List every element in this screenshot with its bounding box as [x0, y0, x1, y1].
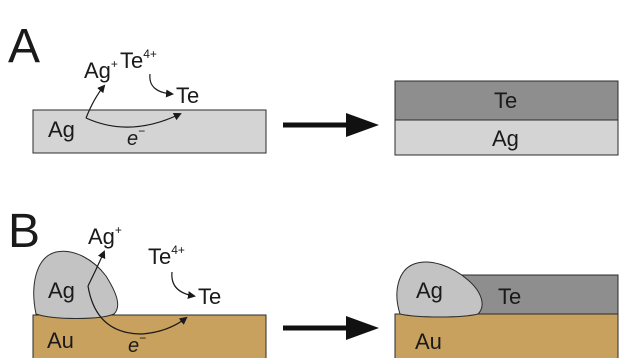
panel-b-te-product: Te	[198, 284, 221, 309]
panel-b-result-particle-label: Ag	[416, 278, 443, 303]
panel-a-reduction-arrow	[149, 73, 174, 98]
panel-b-electron: e−	[128, 331, 146, 357]
panel-b-letter: B	[8, 205, 40, 258]
panel-b-electron-arrow	[87, 285, 188, 335]
panel-a-te-layer-label: Te	[494, 88, 517, 113]
panel-a-substrate-label: Ag	[48, 117, 75, 142]
panel-b-au-substrate	[32, 314, 267, 358]
panel-b-oxidation-arrow	[87, 250, 106, 287]
panel-b-ag-particle	[33, 250, 119, 319]
panel-a-ag-layer	[394, 119, 619, 156]
panel-a-ag-substrate	[32, 109, 267, 154]
panel-a-ag-ion: Ag+	[84, 57, 118, 83]
panel-a-ag-layer-label: Ag	[492, 126, 519, 151]
panel-a-letter: A	[8, 20, 40, 73]
panel-b-ag-ion: Ag+	[88, 223, 122, 249]
panel-a-electron-arrow	[85, 112, 182, 128]
panel-b-result-te-label: Te	[498, 284, 521, 309]
panel-a-te-product: Te	[176, 83, 199, 108]
panel-a-te-layer	[394, 80, 619, 121]
panel-b-substrate-label: Au	[47, 328, 74, 353]
panel-a-transition-arrowhead	[346, 113, 379, 137]
panel-a-electron: e−	[127, 124, 145, 150]
panel-b-transition-arrowhead	[346, 316, 379, 340]
panel-b-ag-particle-result	[396, 261, 483, 318]
panel-a-te-ion: Te4+	[120, 47, 157, 73]
panel-b-te-ion: Te4+	[148, 243, 185, 269]
panel-b-result-au-label: Au	[415, 329, 442, 354]
panel-b-au-layer	[394, 313, 619, 358]
panel-b-particle-label: Ag	[48, 278, 75, 303]
panel-a-oxidation-arrow	[85, 84, 106, 119]
panel-b-reduction-arrow	[171, 271, 196, 299]
